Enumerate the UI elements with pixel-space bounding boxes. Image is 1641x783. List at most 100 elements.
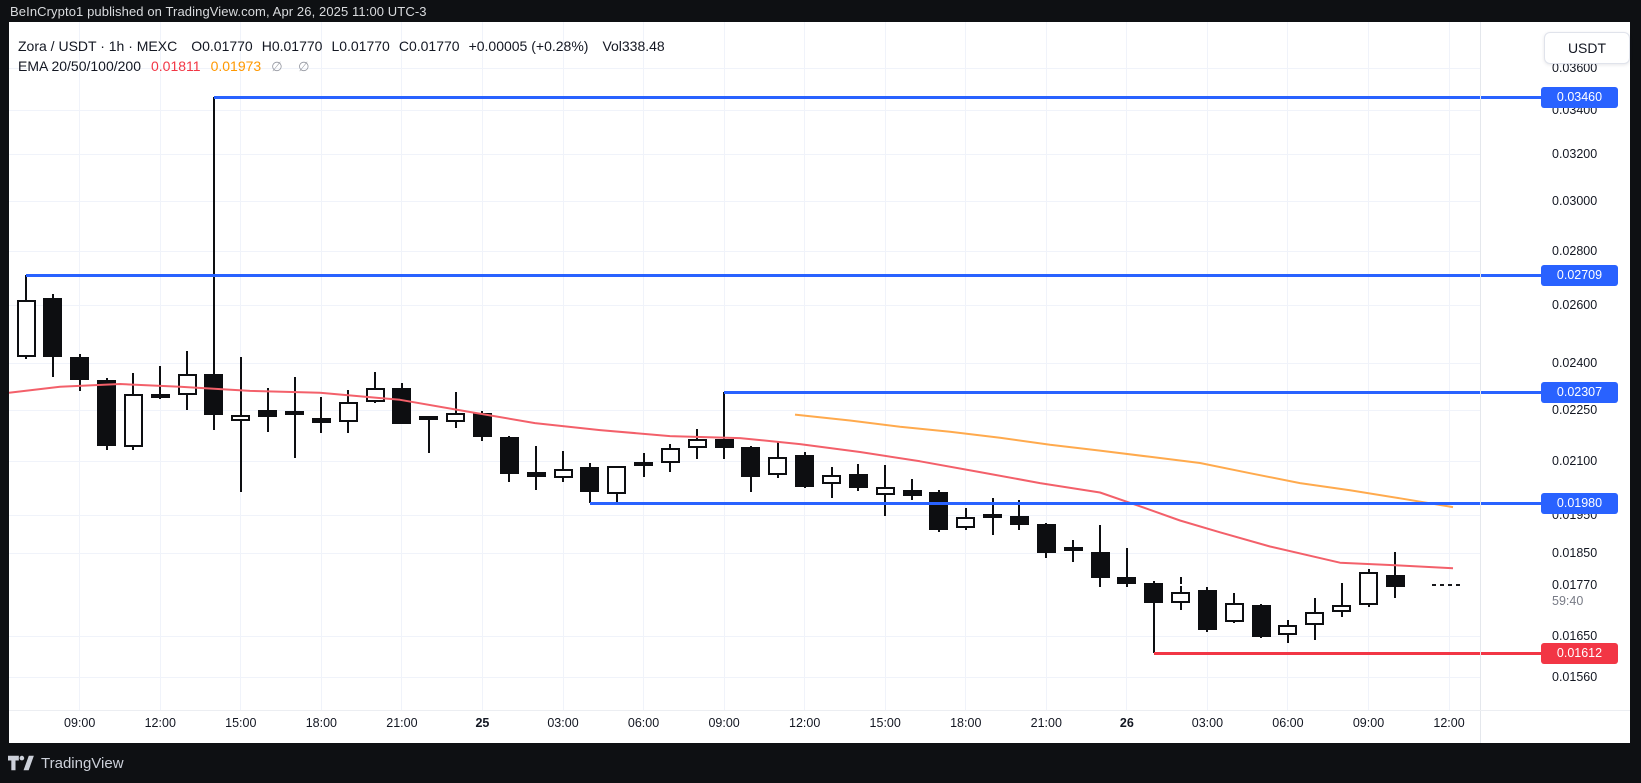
time-tick-label: 12:00 bbox=[789, 716, 821, 730]
candle-body bbox=[365, 388, 385, 402]
candle-wick bbox=[212, 97, 215, 431]
time-axis-border bbox=[9, 710, 1630, 711]
chart-legend: Zora / USDT · 1h · MEXC O0.01770 H0.0177… bbox=[18, 36, 665, 77]
candle-body bbox=[1144, 582, 1164, 603]
price-tick-label: 0.01650 bbox=[1552, 629, 1598, 644]
tradingview-brand-text: TradingView bbox=[41, 754, 124, 772]
vertical-gridline bbox=[1206, 22, 1208, 710]
candle-body bbox=[714, 438, 734, 448]
candle-body bbox=[446, 412, 466, 423]
price-tick-label: 0.03000 bbox=[1552, 194, 1598, 209]
current-price-dashed-line bbox=[1405, 583, 1426, 586]
symbol-title[interactable]: Zora / USDT · 1h · MEXC bbox=[18, 38, 178, 54]
candle-body bbox=[311, 417, 331, 424]
candle-wick bbox=[723, 392, 726, 459]
candle-body bbox=[634, 461, 654, 466]
ema-label[interactable]: EMA 20/50/100/200 bbox=[18, 58, 141, 74]
candle-body bbox=[1278, 625, 1298, 636]
candle-body bbox=[1117, 576, 1137, 584]
volume-value: Vol338.48 bbox=[602, 38, 665, 54]
candle-wick bbox=[1152, 580, 1155, 653]
candle-body bbox=[956, 516, 976, 529]
candle-body bbox=[150, 393, 170, 398]
current-price-label: 0.01770 bbox=[1552, 577, 1598, 592]
candle-body bbox=[983, 514, 1003, 519]
currency-toggle-button[interactable]: USDT bbox=[1544, 32, 1630, 64]
candle-wick bbox=[293, 377, 296, 458]
horizontal-gridline bbox=[9, 154, 1480, 156]
vertical-gridline bbox=[1368, 22, 1369, 710]
candle-body bbox=[1332, 604, 1352, 613]
candle-body bbox=[1359, 571, 1378, 605]
symbol-row: Zora / USDT · 1h · MEXC O0.01770 H0.0177… bbox=[18, 36, 665, 56]
time-tick-label: 21:00 bbox=[1030, 716, 1062, 730]
ohlc-open: O0.01770 bbox=[191, 38, 253, 54]
time-tick-label: 26 bbox=[1119, 716, 1134, 730]
candle-wick bbox=[320, 396, 323, 433]
candle-body bbox=[204, 373, 224, 415]
time-tick-label: 09:00 bbox=[708, 716, 740, 730]
horizontal-gridline bbox=[9, 552, 1480, 554]
time-tick-label: 18:00 bbox=[950, 716, 982, 730]
candle-body bbox=[607, 465, 627, 494]
candle-body bbox=[285, 411, 304, 416]
candle-wick bbox=[239, 357, 242, 493]
price-tick-label: 0.01560 bbox=[1552, 669, 1598, 684]
vertical-gridline bbox=[1126, 22, 1128, 710]
time-tick-label: 03:00 bbox=[1191, 716, 1224, 730]
time-tick-label: 12:00 bbox=[1433, 716, 1465, 730]
candle-body bbox=[687, 438, 707, 448]
level-price-label: 0.03460 bbox=[1541, 86, 1618, 108]
candle-body bbox=[580, 466, 600, 493]
vertical-gridline bbox=[804, 22, 806, 710]
candle-body bbox=[392, 388, 412, 425]
tradingview-logo-icon bbox=[8, 755, 34, 771]
candle-body bbox=[1090, 552, 1110, 578]
horizontal-gridline bbox=[9, 410, 1480, 412]
currency-toggle-label: USDT bbox=[1567, 40, 1607, 56]
footer-bar: TradingView bbox=[0, 743, 1641, 783]
level-price-label: 0.02709 bbox=[1541, 264, 1618, 286]
candle-wick bbox=[1072, 539, 1075, 562]
level-price-label: 0.01980 bbox=[1541, 492, 1618, 514]
horizontal-gridline bbox=[9, 110, 1480, 111]
attribution-text: BeInCrypto1 published on TradingView.com… bbox=[10, 3, 427, 19]
resistance-line bbox=[213, 95, 1541, 99]
price-tick-label: 0.03200 bbox=[1552, 147, 1598, 162]
price-tick-label: 0.01850 bbox=[1552, 545, 1598, 560]
vertical-gridline bbox=[562, 22, 564, 710]
price-change: +0.00005 (+0.28%) bbox=[468, 38, 589, 54]
candle-body bbox=[1036, 523, 1056, 553]
ema20-value: 0.01811 bbox=[151, 58, 201, 74]
candle-body bbox=[499, 436, 519, 474]
candle-body bbox=[97, 379, 117, 446]
ohlc-low: L0.01770 bbox=[331, 38, 390, 54]
resistance-line bbox=[589, 501, 1541, 505]
ema-20-line bbox=[8, 383, 1454, 570]
vertical-gridline bbox=[481, 22, 483, 710]
candle-wick bbox=[427, 416, 430, 453]
candle-body bbox=[472, 412, 492, 437]
horizontal-gridline bbox=[9, 251, 1480, 253]
candle-body bbox=[123, 394, 143, 447]
resistance-line bbox=[724, 390, 1541, 394]
vertical-gridline bbox=[320, 22, 322, 710]
time-tick-label: 03:00 bbox=[547, 716, 579, 730]
time-tick-label: 12:00 bbox=[144, 716, 176, 730]
candle-body bbox=[43, 298, 63, 358]
price-tick-label: 0.02100 bbox=[1552, 453, 1598, 468]
time-tick-label: 18:00 bbox=[305, 716, 337, 730]
indicator-row: EMA 20/50/100/200 0.01811 0.01973 ∅ ∅ bbox=[18, 56, 665, 77]
vertical-gridline bbox=[965, 22, 967, 710]
time-tick-label: 21:00 bbox=[386, 716, 418, 730]
tradingview-logo[interactable]: TradingView bbox=[8, 754, 124, 772]
price-tick-label: 0.02800 bbox=[1552, 244, 1598, 259]
time-tick-label: 15:00 bbox=[225, 716, 257, 730]
candle-body bbox=[1009, 515, 1029, 526]
candle-body bbox=[1063, 546, 1083, 551]
vertical-gridline bbox=[1448, 22, 1450, 710]
candle-body bbox=[338, 401, 358, 423]
candle-body bbox=[1224, 602, 1244, 623]
candle-body bbox=[929, 492, 949, 530]
